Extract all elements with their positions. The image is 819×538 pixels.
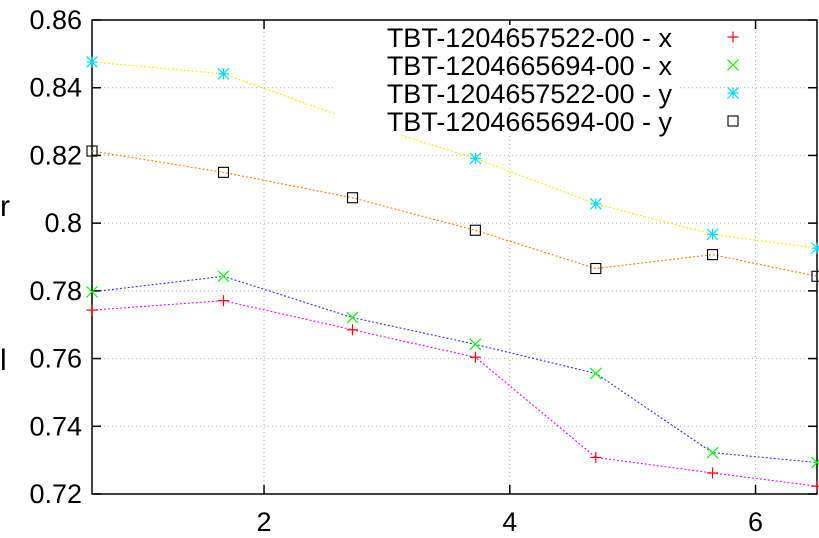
series-2-point-3-d2	[469, 152, 482, 165]
series-0-point-0	[86, 304, 98, 316]
series-3-point-5-box	[707, 249, 719, 261]
series-1-point-1	[217, 270, 230, 283]
series-1-point-5	[706, 446, 719, 459]
series-markers	[86, 56, 819, 492]
x-tick-label-2: 6	[748, 507, 763, 537]
series-2-point-1-d2	[217, 67, 230, 80]
y-tick-label-4: 0.8	[44, 208, 82, 238]
legend-marker-2	[727, 87, 739, 99]
series-3-point-6-box	[811, 270, 819, 282]
legend-marker-1	[727, 59, 739, 71]
legend-bg-2	[334, 81, 679, 107]
series-3-point-3-box	[469, 224, 481, 236]
series-3-point-3	[469, 224, 481, 236]
series-line-1	[91, 275, 818, 464]
series-3-point-4	[590, 262, 602, 275]
series-2-point-4-d2	[589, 197, 602, 210]
series-2-point-0-d2	[86, 56, 98, 68]
y-tick-label-7: 0.86	[29, 5, 82, 35]
left-edge-glyph-bottom: l	[0, 344, 7, 377]
series-3-point-6	[811, 270, 819, 282]
series-1-point-1-d2	[217, 270, 230, 283]
plot-frame	[91, 19, 818, 495]
y-tick-label-3: 0.78	[29, 276, 82, 306]
series-1-point-2-d2	[346, 311, 359, 324]
series-2-point-1	[217, 67, 230, 80]
legend-bg-3	[334, 109, 679, 135]
series-1-point-3	[469, 338, 482, 351]
series-3-point-2-box	[346, 192, 359, 204]
series-2-point-5-d2	[706, 228, 719, 241]
axes: 0.72 0.74 0.76 0.78 0.8 0.82 0.84 0.86 2 4 6	[29, 5, 818, 537]
series-2-point-5	[706, 228, 719, 241]
series-3-point-2	[346, 192, 359, 204]
series-1-point-6	[811, 456, 819, 469]
legend-marker-0	[727, 31, 739, 43]
series-1-point-3-d2	[469, 338, 482, 351]
series-3-point-4-box	[590, 262, 602, 275]
series-3-point-1	[217, 166, 230, 178]
series-2-point-6-d2	[811, 245, 819, 255]
legend-label-2: TBT-1204657522-00 - y	[387, 79, 673, 109]
series-line-0	[91, 300, 818, 487]
series-line-3	[91, 150, 818, 277]
series-1-point-4	[589, 367, 602, 380]
legend-marker-2-d2	[727, 87, 739, 99]
series-2-point-0	[86, 56, 98, 68]
legend-bg-0	[334, 25, 679, 51]
y-tick-label-0: 0.72	[29, 479, 82, 509]
legend-marker-3	[727, 115, 739, 127]
y-tick-label-5: 0.82	[29, 140, 82, 170]
series-3-point-5	[707, 249, 719, 261]
series-1-point-0-d2	[86, 285, 98, 298]
series-3-point-0-box	[86, 145, 98, 157]
legend-marker-1-d2	[727, 59, 739, 71]
series-0-point-3	[469, 351, 481, 363]
series-2-point-6	[811, 242, 819, 255]
series-3-point-0	[86, 145, 98, 157]
series-0-point-2	[347, 324, 359, 336]
series-0-point-1	[217, 295, 229, 307]
series-0-point-5	[707, 467, 719, 479]
left-edge-glyph-top: r	[0, 190, 10, 223]
series-1-point-5-d2	[706, 446, 719, 459]
legend-marker-3-box	[727, 115, 739, 127]
y-tick-label-2: 0.76	[29, 344, 82, 374]
x-tick-label-0: 2	[257, 507, 272, 537]
series-2-point-3	[469, 152, 482, 165]
y-tick-label-1: 0.74	[29, 411, 82, 441]
series-1-point-0	[86, 285, 98, 298]
legend-bg-1	[334, 53, 679, 79]
legend-label-1: TBT-1204665694-00 - x	[387, 51, 673, 81]
series-1-point-2	[346, 311, 359, 324]
legend-label-0: TBT-1204657522-00 - x	[387, 23, 673, 53]
series-1-point-6-d2	[811, 459, 819, 469]
series-0-point-4	[590, 451, 602, 463]
series-2-point-4	[589, 197, 602, 210]
series-1-point-4-d2	[589, 367, 602, 380]
series-3-point-1-box	[217, 166, 230, 178]
y-tick-label-6: 0.84	[29, 73, 82, 103]
legend-label-3: TBT-1204665694-00 - y	[387, 107, 673, 137]
series-0-point-6	[811, 480, 819, 492]
x-tick-label-1: 4	[502, 507, 517, 537]
